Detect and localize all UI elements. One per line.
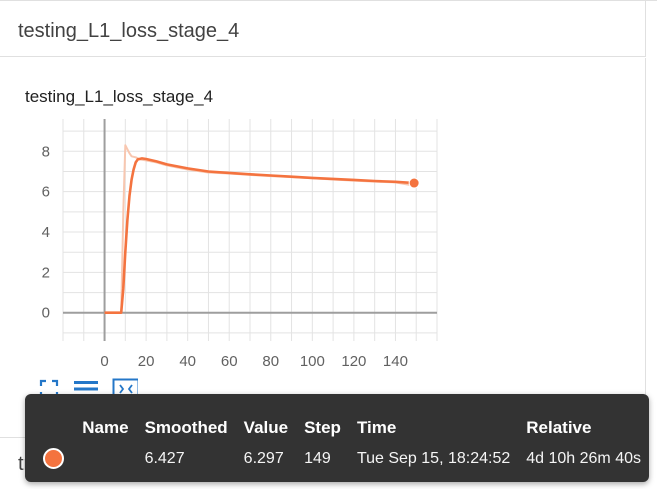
time-cell: Tue Sep 15, 18:24:52: [356, 449, 511, 467]
y-tick-label: 0: [42, 305, 50, 322]
value-cell: 6.297: [243, 449, 284, 467]
smoothed-series-line: [104, 157, 415, 314]
x-tick-label: 60: [221, 353, 238, 370]
relative-column-header: Relative: [526, 418, 592, 437]
y-tick-label: 4: [42, 224, 50, 241]
run-color-swatch: [35, 446, 74, 471]
time-column-header: Time: [356, 418, 397, 437]
x-tick-label: 20: [138, 353, 155, 370]
smoothed-column-header: Smoothed: [144, 418, 228, 437]
chart-title: testing_L1_loss_stage_4: [25, 87, 214, 106]
x-tick-label: 100: [300, 353, 325, 370]
value-series-line: [104, 144, 415, 314]
smoothed-cell: 6.427: [144, 449, 185, 467]
x-tick-label: 140: [383, 353, 408, 370]
step-cell: 149: [304, 449, 331, 467]
hover-point: [408, 177, 420, 189]
tooltip-table: Name Smoothed Value Step Time Relative 6…: [35, 416, 649, 471]
x-tick-label: 80: [262, 353, 279, 370]
relative-cell: 4d 10h 26m 40s: [526, 449, 641, 467]
y-tick-label: 2: [42, 264, 50, 281]
tooltip-header-row: Name Smoothed Value Step Time Relative: [35, 416, 649, 446]
y-tick-label: 6: [42, 184, 50, 201]
value-column-header: Value: [243, 418, 289, 437]
x-tick-label: 0: [100, 353, 108, 370]
fullscreen-icon: [39, 379, 59, 399]
top-divider: [0, 0, 657, 1]
tooltip-row: 6.427 6.297 149 Tue Sep 15, 18:24:52 4d …: [35, 446, 649, 471]
name-column-header: Name: [82, 418, 129, 437]
run-group-header[interactable]: testing_L1_loss_stage_4: [0, 1, 646, 57]
step-column-header: Step: [304, 418, 341, 437]
swatch-dot: [43, 448, 64, 469]
x-tick-label: 40: [179, 353, 196, 370]
chart-card: testing_L1_loss_stage_4 0 20 40 60 80 100 120 1…: [0, 58, 646, 438]
fullscreen-button[interactable]: [36, 376, 62, 402]
run-name-cell: [74, 446, 136, 471]
line-chart[interactable]: 0 20 40 60 80 100 120 140 0 2 4 6 8: [0, 58, 646, 378]
y-tick-label: 8: [42, 143, 50, 160]
x-tick-label: 120: [341, 353, 366, 370]
swatch-column-header: [35, 416, 74, 446]
group-title: testing_L1_loss_stage_4: [18, 20, 240, 42]
data-tooltip: Name Smoothed Value Step Time Relative 6…: [25, 394, 649, 482]
